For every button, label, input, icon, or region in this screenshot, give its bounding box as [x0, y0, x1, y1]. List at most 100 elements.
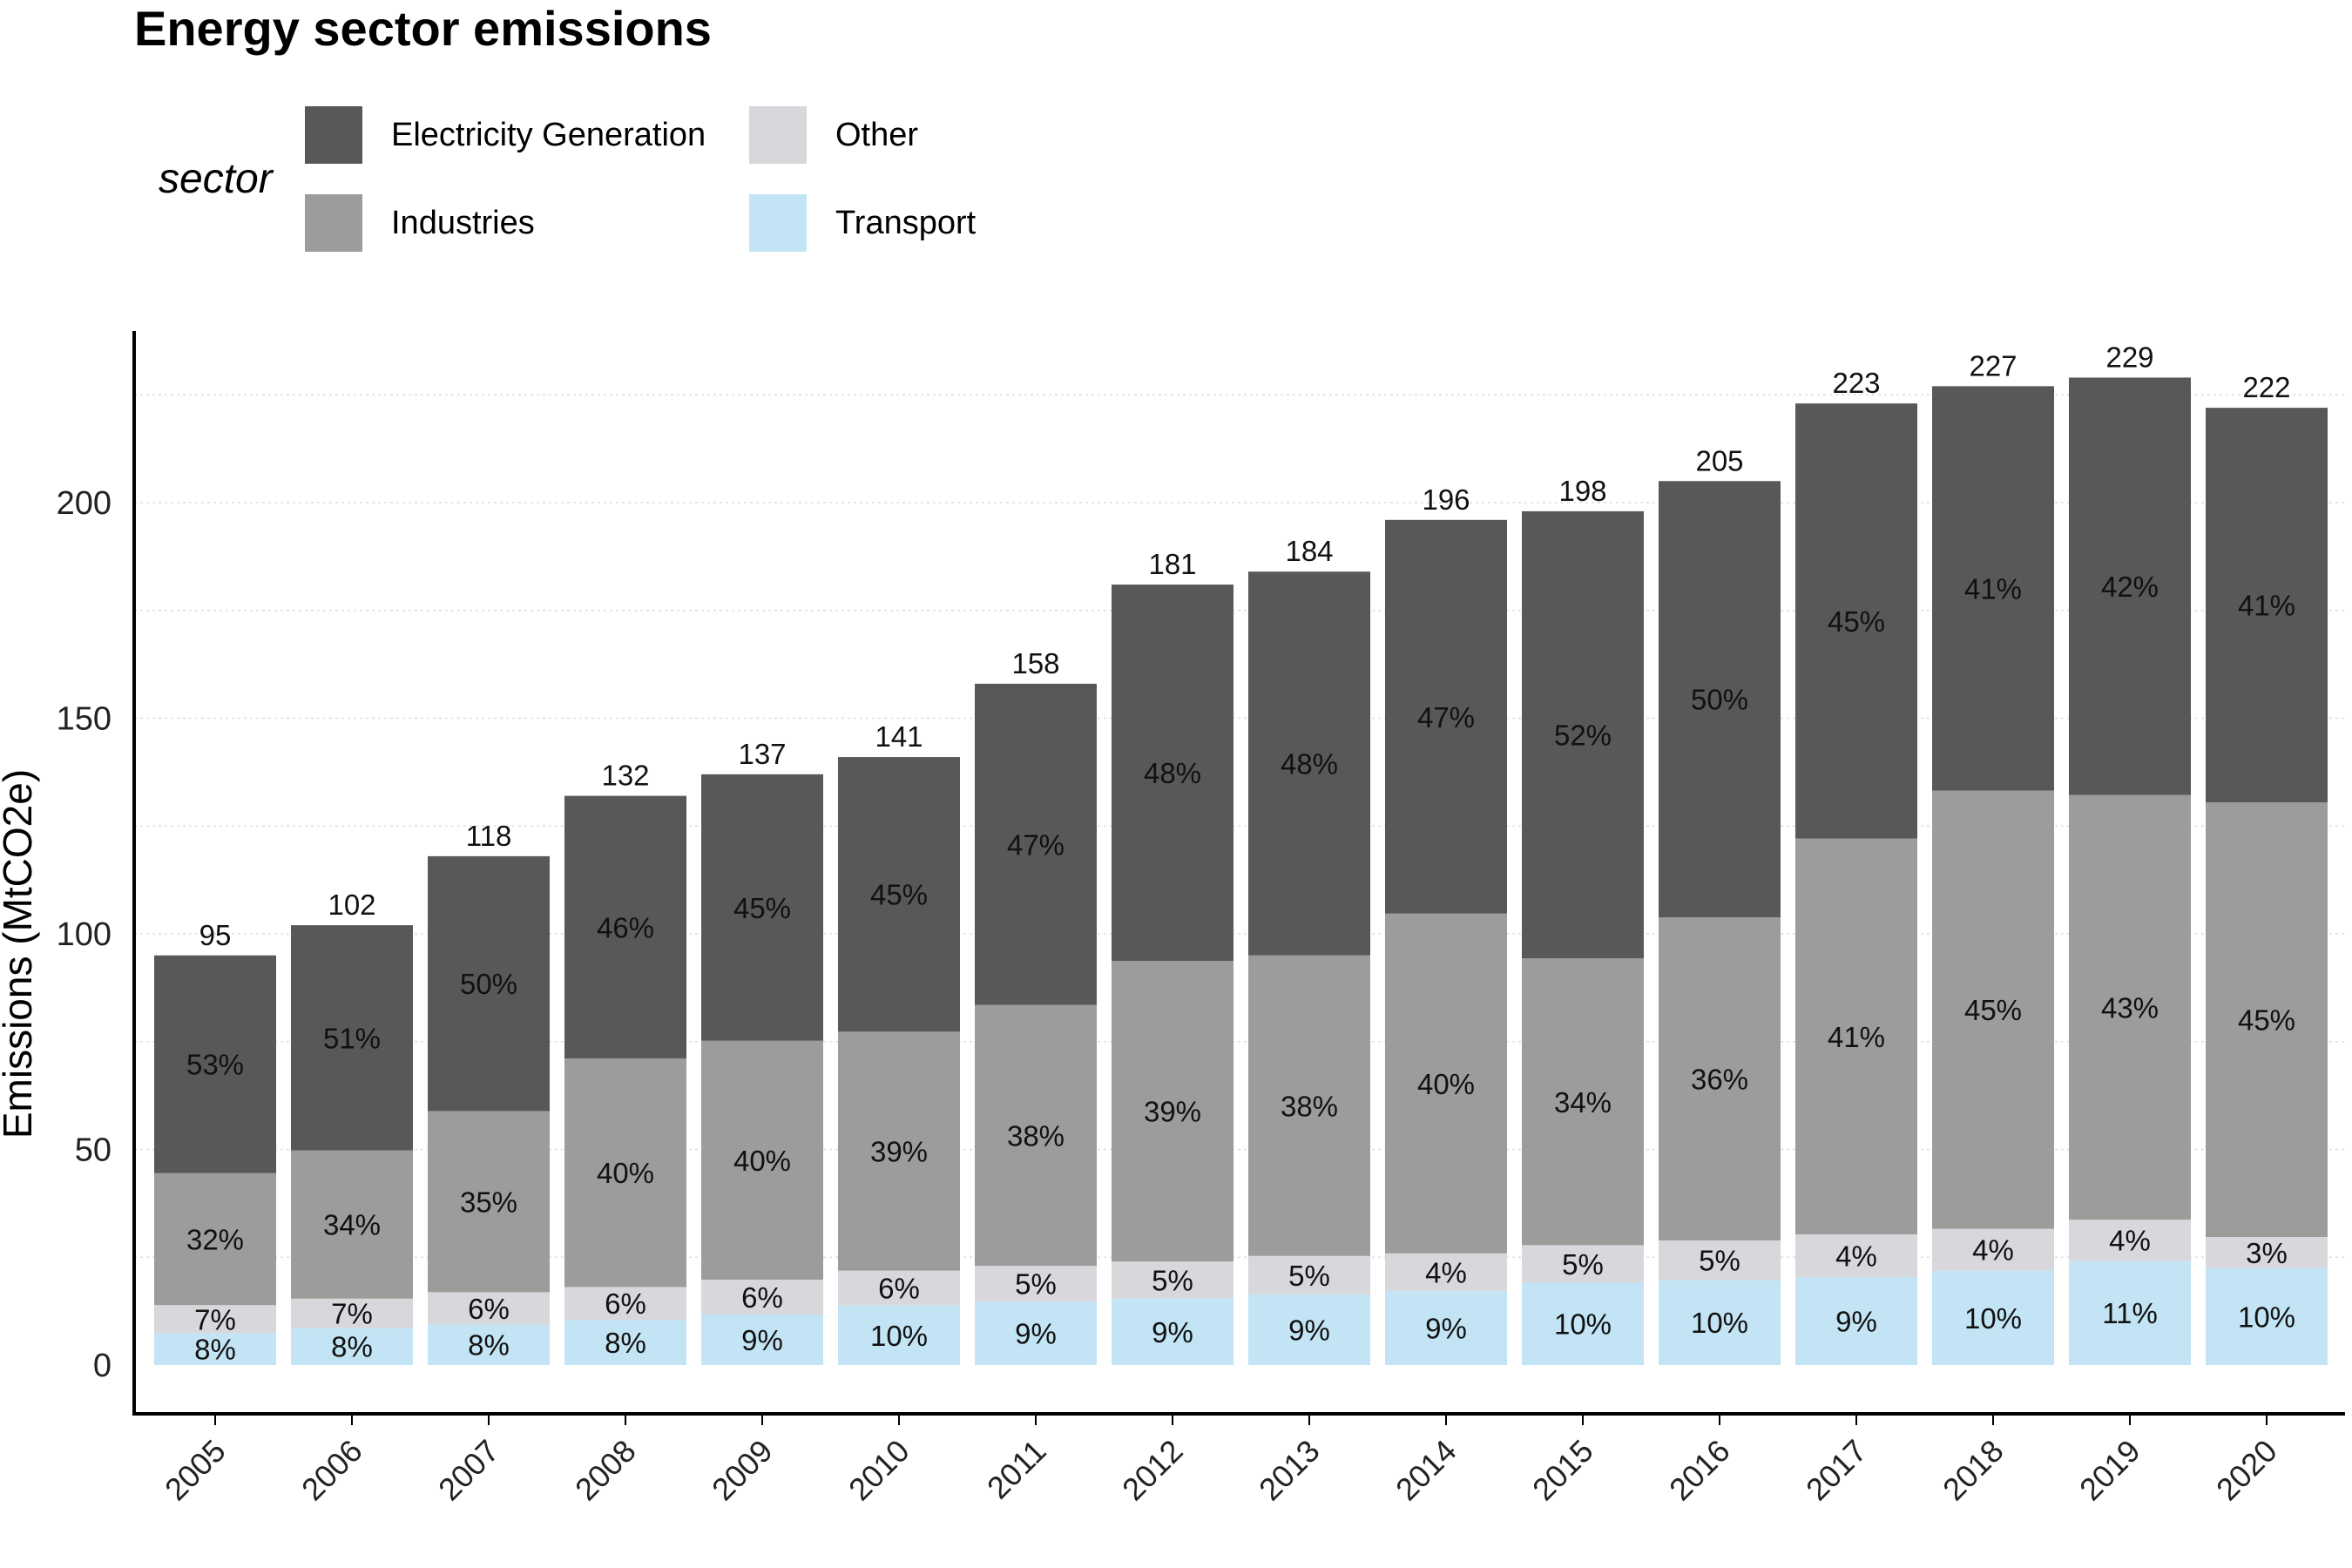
bar-segment [291, 1328, 413, 1365]
legend-title: sector [159, 156, 273, 202]
x-tick-label: 2012 [1115, 1433, 1190, 1508]
segment-label: 50% [1691, 684, 1748, 716]
segment-label: 6% [468, 1293, 510, 1325]
legend-label-electricity-generation: Electricity Generation [391, 116, 706, 153]
bar-segment [291, 1150, 413, 1299]
legend-swatch-electricity-generation [305, 106, 362, 164]
total-label: 229 [2105, 341, 2153, 373]
bar-segment [428, 1111, 550, 1293]
x-tick-label: 2008 [568, 1433, 643, 1508]
y-axis-title: Emissions (MtCO2e) [0, 769, 40, 1139]
y-tick-label: 50 [75, 1132, 112, 1169]
bar-segment [1385, 519, 1507, 914]
bar-segment [2069, 794, 2191, 1220]
segment-label: 42% [2101, 571, 2159, 603]
x-tick-label: 2009 [705, 1433, 780, 1508]
segment-label: 43% [2101, 991, 2159, 1024]
bar-segment [1932, 1270, 2054, 1365]
segment-label: 10% [2238, 1301, 2295, 1333]
x-tick-labels: 2005 2006 2007 2008 2009 2010 2011 2012 2013 2014… [158, 1414, 2284, 1507]
segment-label: 9% [741, 1324, 783, 1356]
bar-segment [564, 1320, 686, 1365]
total-label: 102 [328, 889, 375, 921]
x-tick-label: 2020 [2209, 1433, 2284, 1508]
segment-label: 8% [605, 1327, 646, 1359]
bar-segment [1659, 481, 1781, 918]
segment-label: 50% [460, 968, 517, 1000]
segment-label: 5% [1152, 1264, 1193, 1296]
total-labels: 95 102 118 132 137 141 158 181 184 196 198 205 223 22… [199, 341, 2291, 950]
bar-segment [428, 1292, 550, 1325]
legend-label-transport: Transport [835, 204, 977, 241]
segment-label: 10% [1691, 1307, 1748, 1339]
x-tick-label: 2015 [1525, 1433, 1600, 1508]
bar-segment [1248, 1255, 1370, 1294]
segment-label: 46% [597, 911, 654, 943]
bar-segment [1932, 790, 2054, 1229]
bar-segment [975, 683, 1097, 1005]
segment-label: 34% [1554, 1086, 1612, 1119]
bar-segment [428, 1324, 550, 1365]
segment-label: 6% [741, 1281, 783, 1314]
bar-segment [838, 1270, 960, 1306]
axes [132, 331, 2345, 1416]
segment-label: 5% [1015, 1268, 1057, 1301]
legend-swatch-transport [749, 194, 807, 252]
total-label: 141 [875, 720, 923, 753]
legend-item-electricity-generation: Electricity Generation [305, 106, 706, 164]
y-tick-label: 150 [57, 701, 112, 738]
bar-segment [291, 1298, 413, 1328]
bar-segment [2206, 802, 2328, 1237]
bar-segment [1385, 913, 1507, 1254]
bar-segment [1795, 1234, 1917, 1278]
segment-label: 45% [2238, 1004, 2295, 1037]
bar-segment [1795, 1277, 1917, 1365]
y-tick-label: 200 [57, 485, 112, 522]
segment-label: 7% [194, 1303, 236, 1335]
segment-label: 9% [1015, 1318, 1057, 1350]
segment-label: 41% [1964, 573, 2022, 605]
segment-label: 32% [186, 1223, 244, 1255]
bar-segment [1385, 1290, 1507, 1365]
segment-label: 11% [2102, 1297, 2158, 1329]
bar-segment [2069, 377, 2191, 795]
total-label: 95 [199, 919, 232, 951]
x-tick-label: 2010 [841, 1433, 916, 1508]
bar-segment [1112, 1261, 1233, 1299]
segment-label: 9% [1288, 1314, 1330, 1346]
segment-label: 4% [1972, 1234, 2014, 1267]
x-tick-label: 2011 [980, 1433, 1053, 1506]
bar-segment [701, 1315, 823, 1365]
legend-item-transport: Transport [749, 194, 976, 252]
segment-label: 38% [1281, 1090, 1338, 1122]
segment-label: 4% [1835, 1240, 1877, 1273]
segment-label: 4% [1425, 1256, 1467, 1288]
segment-label: 48% [1281, 747, 1338, 780]
segment-label: 51% [323, 1022, 381, 1054]
segment-label: 45% [1964, 994, 2022, 1026]
bar-segment [701, 774, 823, 1041]
segment-label: 6% [878, 1273, 920, 1305]
bar-segment [701, 1040, 823, 1280]
segment-label: 45% [870, 879, 928, 911]
legend-swatch-industries [305, 194, 362, 252]
x-tick-label: 2017 [1799, 1433, 1874, 1508]
segment-label: 8% [331, 1331, 373, 1363]
segment-label: 45% [1828, 605, 1885, 638]
segment-label: 5% [1699, 1245, 1740, 1277]
segment-label: 41% [2238, 590, 2295, 622]
segment-label: 5% [1288, 1260, 1330, 1292]
segment-label: 40% [1417, 1068, 1475, 1100]
total-label: 184 [1285, 535, 1333, 567]
legend-swatch-other [749, 106, 807, 164]
bar-segment [1112, 585, 1233, 962]
bar-segment [564, 1058, 686, 1288]
bar-segment [154, 1305, 276, 1334]
bar-segment [154, 1173, 276, 1306]
bar-segment [1112, 1298, 1233, 1365]
total-label: 132 [601, 760, 649, 792]
bar-segment [1248, 955, 1370, 1256]
bar-segment [975, 1301, 1097, 1365]
total-label: 223 [1832, 367, 1880, 399]
segment-label: 34% [323, 1209, 381, 1241]
